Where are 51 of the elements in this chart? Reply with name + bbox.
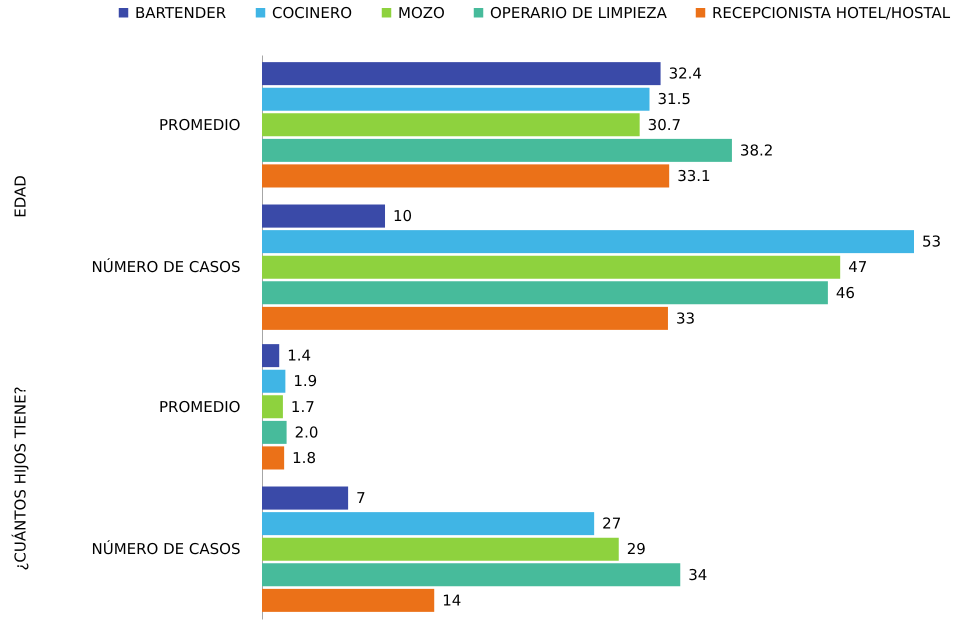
data-label: 1.4 <box>287 346 312 365</box>
y-axis-title: EDAD <box>12 175 30 218</box>
legend-label: BARTENDER <box>135 4 226 22</box>
data-label: 2.0 <box>294 423 318 442</box>
y-axis-title: ¿CUÁNTOS HIJOS TIENE? <box>12 386 30 571</box>
data-label: 34 <box>688 566 708 584</box>
data-label: 38.2 <box>740 141 774 160</box>
bar <box>262 344 280 368</box>
data-label: 29 <box>626 540 646 558</box>
data-label: 1.7 <box>290 398 315 416</box>
bar <box>262 62 661 86</box>
bar <box>262 486 348 510</box>
data-label: 33 <box>676 309 696 328</box>
bar <box>262 563 680 586</box>
y-tick-label: PROMEDIO <box>159 116 240 134</box>
bar <box>262 446 284 470</box>
data-label: 46 <box>836 284 855 302</box>
data-label: 1.9 <box>293 372 318 390</box>
bar <box>262 204 386 228</box>
legend-label: OPERARIO DE LIMPIEZA <box>490 4 668 22</box>
y-tick-label: NÚMERO DE CASOS <box>92 540 240 558</box>
bar <box>262 588 434 612</box>
legend-label: COCINERO <box>272 4 352 22</box>
bar <box>262 395 283 418</box>
legend-label: MOZO <box>398 4 445 22</box>
data-label: 1.8 <box>292 448 316 467</box>
data-label: 53 <box>922 232 942 251</box>
y-tick-label: NÚMERO DE CASOS <box>92 258 240 276</box>
bar <box>262 256 840 279</box>
bar <box>262 370 286 393</box>
data-label: 31.5 <box>658 90 691 108</box>
bar <box>262 88 650 111</box>
data-label: 33.1 <box>677 166 711 185</box>
legend-label: RECEPCIONISTA HOTEL/HOSTAL <box>712 4 951 22</box>
bar <box>262 306 668 330</box>
bar <box>262 538 619 561</box>
bar <box>262 281 828 304</box>
bar <box>262 164 670 188</box>
bar <box>262 512 594 536</box>
data-label: 14 <box>442 591 462 610</box>
bar <box>262 230 914 254</box>
bar <box>262 138 732 162</box>
bar <box>262 420 287 444</box>
y-tick-label: PROMEDIO <box>159 398 240 416</box>
data-label: 27 <box>602 514 622 533</box>
data-label: 32.4 <box>668 64 702 83</box>
data-label: 10 <box>393 207 412 226</box>
data-label: 7 <box>356 489 366 508</box>
data-label: 47 <box>848 258 868 276</box>
bar <box>262 113 640 136</box>
data-label: 30.7 <box>648 116 682 134</box>
